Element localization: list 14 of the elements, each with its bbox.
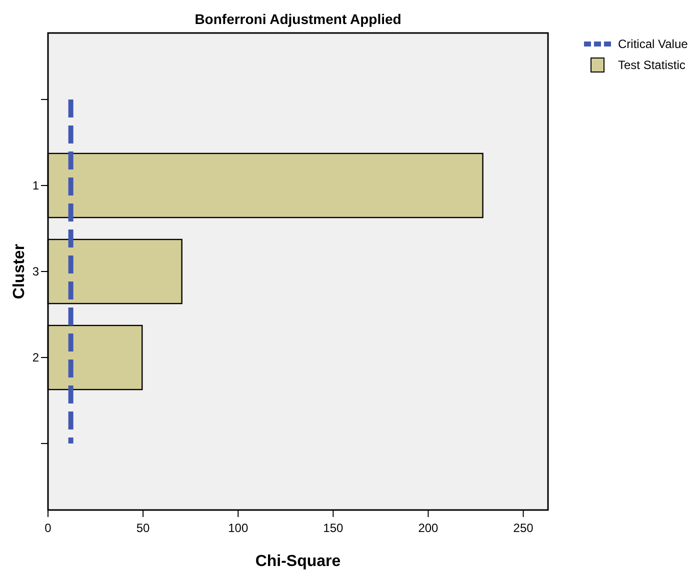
- y-axis-title: Cluster: [11, 244, 28, 300]
- y-tick-label: 1: [32, 178, 40, 192]
- legend-label: Critical Value: [618, 37, 688, 51]
- x-tick-label: 0: [44, 521, 52, 536]
- x-tick-label: 50: [136, 521, 150, 536]
- chart-title: Bonferroni Adjustment Applied: [194, 11, 402, 27]
- x-tick-label: 250: [513, 521, 534, 536]
- legend-label: Test Statistic: [618, 58, 686, 72]
- y-tick-label: 2: [32, 350, 40, 364]
- x-tick-label: 200: [418, 521, 439, 536]
- y-tick-label: 3: [32, 264, 40, 278]
- x-tick-label: 100: [228, 521, 248, 536]
- x-axis-title: Chi-Square: [255, 553, 341, 570]
- x-tick-label: 150: [323, 521, 344, 536]
